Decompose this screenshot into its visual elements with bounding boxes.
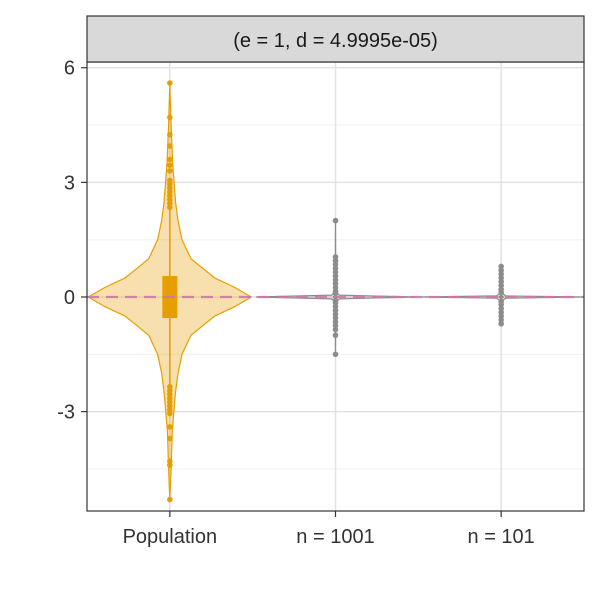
outlier-point <box>167 168 173 174</box>
outlier-point <box>167 424 173 430</box>
facet-strip <box>86 15 585 63</box>
outlier-point <box>167 131 173 138</box>
outlier-point <box>167 435 173 442</box>
outlier-point <box>167 80 173 86</box>
outlier-point <box>332 326 339 333</box>
outlier-point <box>167 162 173 168</box>
y-tick-label: 6 <box>64 58 75 80</box>
axis-layer: -3 0 3 6 Population n = 1001 n = 101 <box>57 58 535 548</box>
outlier-point <box>167 496 173 503</box>
outlier-point <box>332 290 339 296</box>
outlier-point <box>332 332 339 339</box>
outlier-point <box>167 204 173 211</box>
plot-layer <box>87 80 584 503</box>
x-tick-label: n = 101 <box>468 526 535 548</box>
outlier-point <box>167 143 173 149</box>
x-tick-label: Population <box>123 526 218 548</box>
outlier-point <box>332 217 339 224</box>
x-tick-label: n = 1001 <box>296 526 374 548</box>
outlier-point <box>498 289 504 296</box>
outlier-point <box>167 410 173 417</box>
outlier-point <box>167 114 173 121</box>
median-point <box>499 295 504 300</box>
y-tick-label: 3 <box>64 172 75 194</box>
outlier-point <box>332 351 339 358</box>
y-tick-label: 0 <box>64 287 75 309</box>
outlier-point <box>498 320 504 327</box>
facet-label: (e = 1, d = 4.9995e-05) <box>233 30 438 52</box>
y-tick-label: -3 <box>57 402 75 424</box>
outlier-point <box>167 156 173 163</box>
outlier-point <box>167 462 173 468</box>
